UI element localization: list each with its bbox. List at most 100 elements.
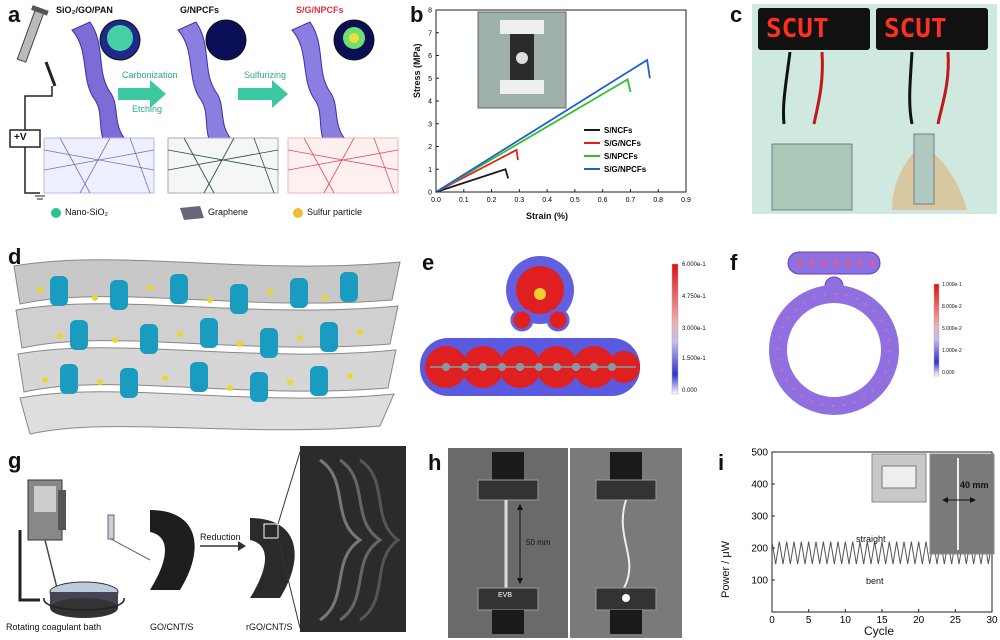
y-tick-label: 400 — [751, 480, 768, 491]
panel-b: b 0.0 0.1 0.2 0.3 0.4 0.5 0.6 0.7 0.8 0.9 0 1 2 3 4 5 6 7… — [410, 0, 710, 225]
series-line-s-ncfs — [435, 168, 510, 193]
panel-f-label: f — [730, 250, 738, 275]
y-tick-label: 300 — [751, 512, 768, 523]
y-tick-label: 6 — [428, 53, 432, 60]
charge-density-map-f — [769, 251, 940, 415]
y-tick-label: 1 — [428, 167, 432, 174]
charge-density-map-e — [420, 256, 679, 396]
x-tick-label: 0.4 — [542, 197, 552, 204]
power-cycle-chart: 0 5 10 15 20 25 30 100 200 300 400 500 — [751, 448, 998, 627]
panel-h-label: h — [428, 450, 442, 475]
scale-e-3: 1.500e-1 — [682, 356, 706, 362]
series-line-s-g-ncfs — [435, 148, 519, 193]
fabric-flat — [771, 143, 853, 211]
panel-d: d — [0, 240, 410, 440]
sulfur-particle-icon — [293, 208, 303, 218]
y-tick-label: 4 — [428, 99, 432, 106]
fabric-2 — [167, 137, 279, 194]
inset-length-label: 40 mm — [960, 480, 989, 490]
scale-e-2: 3.000e-1 — [682, 326, 706, 332]
led-sign-1: SCUT — [758, 8, 870, 50]
color-scale-e — [671, 263, 679, 395]
fiber-cross-section-sem — [300, 446, 406, 632]
y-tick-label: 0 — [428, 190, 432, 197]
x-tick-label: 0.3 — [514, 197, 524, 204]
x-tick-label: 0.8 — [653, 197, 663, 204]
x-tick-label: 0.0 — [431, 197, 441, 204]
reduction-arrow — [200, 541, 246, 551]
scale-e-0: 6.000e-1 — [682, 262, 706, 268]
legend-label: S/NPCFs — [604, 152, 638, 161]
panel-g: g Rotating coa — [0, 440, 410, 640]
legend-sio2: Nano-SiO₂ — [65, 207, 109, 217]
panel-e-label: e — [422, 250, 435, 275]
x-tick-label: 0.2 — [487, 197, 497, 204]
panel-e: e 6.000e-1 4.750e-1 3.000e-1 1.50 — [410, 240, 710, 440]
panel-h: h 50 mm EVB — [410, 440, 710, 640]
layered-structure-illustration — [13, 259, 401, 435]
x-tick-label: 0.6 — [598, 197, 608, 204]
x-tick-label: 30 — [986, 615, 998, 626]
scale-f-3: 1.000e-2 — [942, 348, 962, 354]
label-straight: straight — [856, 534, 886, 544]
x-tick-label: 20 — [913, 615, 925, 626]
x-tick-label: 5 — [806, 615, 812, 626]
sio2-particle-icon — [51, 208, 61, 218]
panel-a: a SiO₂/GO/PAN G/NPCFs S/G/NPCFs Carboniz… — [0, 0, 410, 225]
panel-d-label: d — [8, 244, 22, 269]
panel-a-illustration — [9, 5, 399, 220]
x-tick-label: 0 — [769, 615, 775, 626]
legend-label: S/NCFs — [604, 126, 633, 135]
reduction-label: Reduction — [200, 532, 241, 542]
led-board-text: EVB — [498, 592, 513, 599]
voltage-label: +V — [14, 132, 27, 143]
y-tick-label: 200 — [751, 544, 768, 555]
y-tick-label: 100 — [751, 576, 768, 587]
y-tick-label: 3 — [428, 121, 432, 128]
stage-label-1: SiO₂/GO/PAN — [56, 5, 113, 15]
caption-go-cnt-s: GO/CNT/S — [150, 622, 194, 632]
length-label: 50 mm — [526, 538, 551, 547]
x-tick-label: 0.5 — [570, 197, 580, 204]
stress-strain-chart: 0.0 0.1 0.2 0.3 0.4 0.5 0.6 0.7 0.8 0.9012345678 … — [428, 8, 691, 205]
y-tick-label: 2 — [428, 144, 432, 151]
tensile-grip-photo — [477, 11, 567, 109]
x-tick-label: 15 — [876, 615, 888, 626]
scale-f-4: 0.000 — [942, 370, 955, 376]
chart-b-ylabel: Stress (MPa) — [412, 43, 422, 98]
series-line-s-g-npcfs — [435, 58, 651, 193]
step-label-etching: Etching — [132, 104, 163, 114]
tensile-test-photo-2 — [570, 448, 682, 638]
scale-e-1: 4.750e-1 — [682, 294, 706, 300]
legend-sulfur: Sulfur particle — [307, 207, 363, 217]
caption-rgo-cnt-s: rGO/CNT/S — [246, 622, 293, 632]
inset-photo-fiber — [929, 453, 995, 555]
legend-graphene: Graphene — [208, 207, 249, 217]
label-bent: bent — [866, 576, 884, 586]
syringe-icon — [16, 5, 57, 87]
chart-i-ylabel: Power / μW — [720, 540, 732, 598]
stage-label-3: S/G/NPCFs — [296, 5, 344, 15]
panel-g-label: g — [8, 448, 22, 473]
panel-f: f 1.000e-1 8.000e-2 5.000e-2 1.000e-2 0.… — [712, 240, 1000, 440]
rgo-cnt-s-fiber — [250, 518, 295, 598]
fabric-3 — [287, 137, 399, 194]
panel-i: i 0 5 10 15 20 25 30 100 200 300 400 500 40 mm stra… — [712, 440, 1000, 640]
color-scale-f — [933, 283, 940, 377]
panel-a-label: a — [8, 2, 21, 27]
chart-b-xlabel: Strain (%) — [526, 211, 569, 221]
panel-b-label: b — [410, 2, 424, 27]
y-tick-label: 8 — [428, 8, 432, 15]
x-tick-label: 0.1 — [459, 197, 469, 204]
series-line-s-npcfs — [435, 77, 632, 193]
go-cnt-s-fiber — [150, 510, 195, 590]
x-tick-label: 25 — [950, 615, 962, 626]
panel-i-label: i — [718, 450, 725, 475]
scale-f-1: 8.000e-2 — [942, 304, 962, 310]
graphene-sheet-icon — [180, 206, 204, 220]
fabric-1 — [43, 137, 155, 194]
wet-spinning-illustration — [18, 446, 406, 632]
scale-f-2: 5.000e-2 — [942, 326, 962, 332]
caption-coagulant-bath: Rotating coagulant bath — [6, 622, 102, 632]
x-tick-label: 10 — [840, 615, 852, 626]
